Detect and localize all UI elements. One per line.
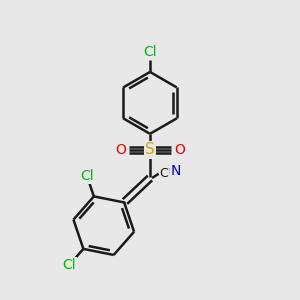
Text: O: O bbox=[174, 143, 185, 157]
Text: Cl: Cl bbox=[143, 45, 157, 59]
Text: C: C bbox=[160, 167, 168, 180]
Text: Cl: Cl bbox=[62, 258, 76, 272]
Text: N: N bbox=[171, 164, 181, 178]
Text: O: O bbox=[115, 143, 126, 157]
Text: Cl: Cl bbox=[80, 169, 94, 183]
Text: S: S bbox=[145, 142, 155, 158]
